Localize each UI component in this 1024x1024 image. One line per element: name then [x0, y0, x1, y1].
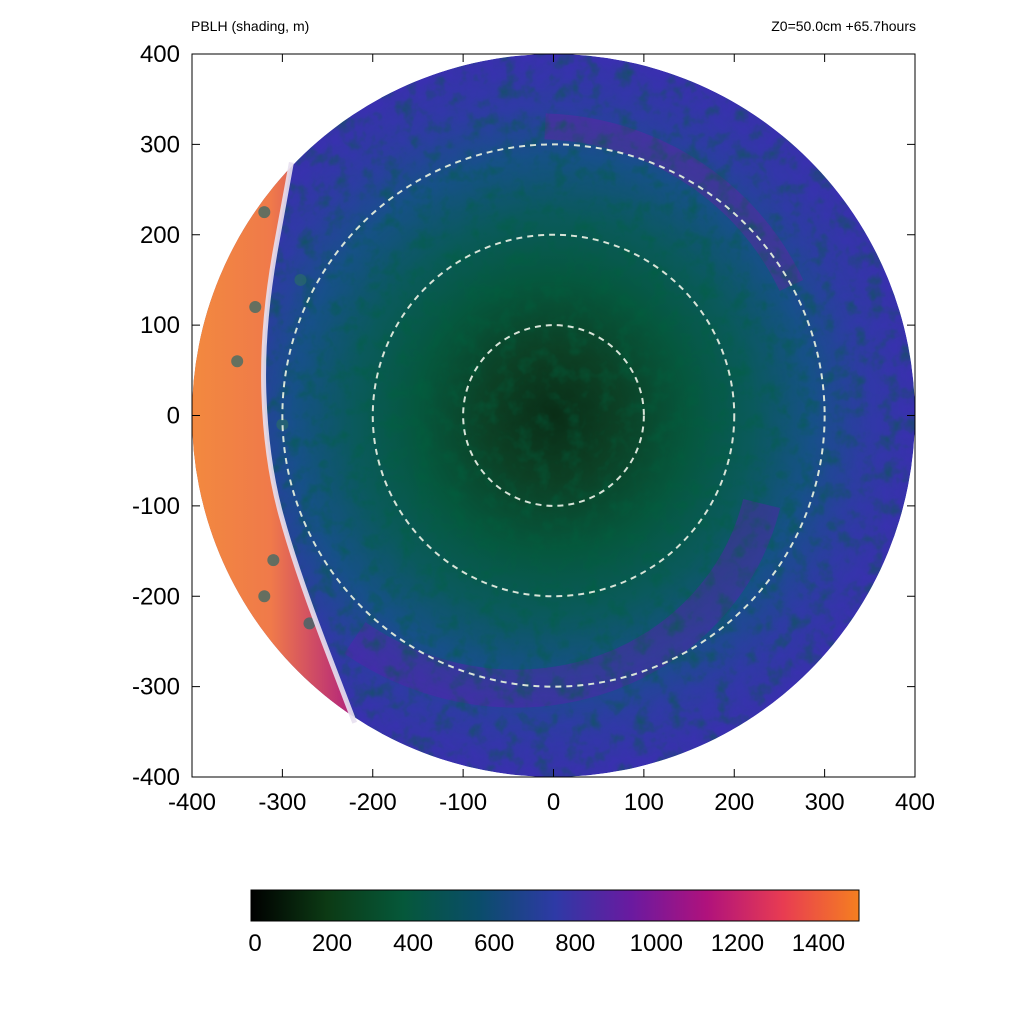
colorbar-tick-label: 1400 [792, 930, 845, 957]
colorbar-tick-label: 1200 [711, 930, 764, 957]
colorbar [250, 889, 860, 922]
y-tick-label: 0 [167, 403, 180, 430]
colorbar-tick-label: 600 [474, 930, 514, 957]
plot-subtitle: Z0=50.0cm +65.7hours [771, 18, 916, 34]
colorbar-tick-label: 0 [248, 930, 261, 957]
west-region-cell [258, 206, 271, 219]
y-tick-label: 100 [140, 312, 180, 339]
reference-circle [281, 143, 826, 688]
west-region-cell [276, 418, 289, 431]
y-tick-label: 200 [140, 222, 180, 249]
x-tick-label: 100 [624, 789, 664, 816]
y-tick-label: 400 [140, 41, 180, 68]
colorbar-tick-label: 200 [312, 930, 352, 957]
y-axis: 400 300 200 100 0 -100 -200 -300 -400 [132, 41, 180, 791]
pblh-field [192, 54, 915, 777]
y-tick-label: -300 [132, 674, 180, 701]
colorbar-tick-label: 800 [555, 930, 595, 957]
x-tick-label: 300 [805, 789, 845, 816]
y-tick-label: -200 [132, 583, 180, 610]
x-tick-label: -300 [258, 789, 306, 816]
west-region-cell [258, 590, 271, 603]
west-region-cell [231, 355, 244, 368]
x-tick-label: -400 [168, 789, 216, 816]
west-region-cell [303, 617, 316, 630]
x-tick-label: 0 [547, 789, 560, 816]
y-tick-label: 300 [140, 131, 180, 158]
plot-title: PBLH (shading, m) [191, 18, 310, 34]
y-tick-label: -400 [132, 764, 180, 791]
front-line [261, 161, 358, 724]
reference-circle [371, 233, 736, 598]
x-tick-label: -100 [439, 789, 487, 816]
colorbar-tick-label: 400 [393, 930, 433, 957]
x-axis: -400 -300 -200 -100 0 100 200 300 400 [168, 789, 935, 816]
west-region-cell [267, 554, 280, 567]
y-tick-label: -100 [132, 493, 180, 520]
reference-circles [281, 143, 826, 688]
axis-ticks [191, 53, 916, 778]
colorbar-tick-label: 1000 [630, 930, 683, 957]
x-tick-label: 400 [895, 789, 935, 816]
colorbar-labels: 0 200 400 600 800 1000 1200 1400 [248, 930, 845, 957]
reference-circle [462, 324, 645, 507]
west-region-cell [294, 273, 307, 286]
west-region-cell [249, 301, 262, 314]
x-tick-label: 200 [714, 789, 754, 816]
x-tick-label: -200 [349, 789, 397, 816]
west-region-cells [231, 206, 316, 630]
